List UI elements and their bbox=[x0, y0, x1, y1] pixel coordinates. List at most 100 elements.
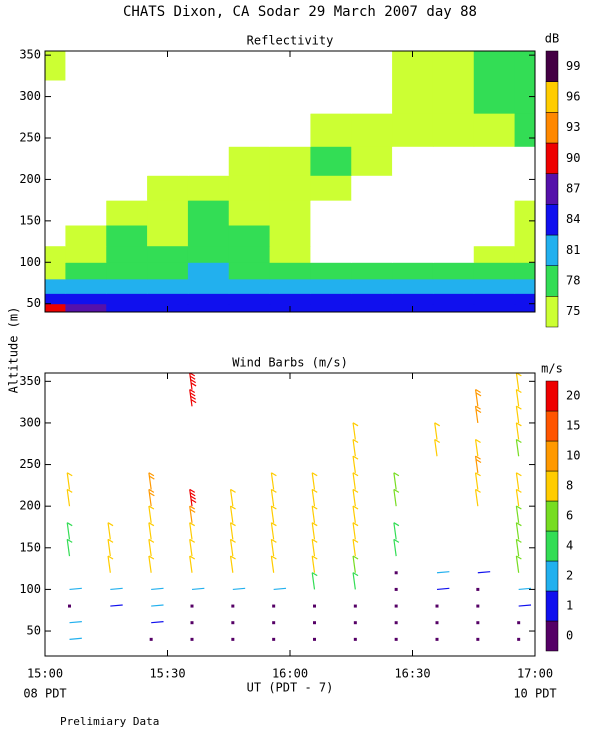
barb-stroke bbox=[230, 555, 236, 560]
contour-cell bbox=[392, 262, 434, 280]
barb-stroke bbox=[107, 539, 111, 557]
barb-stroke bbox=[311, 522, 318, 527]
contour-cell bbox=[106, 245, 148, 263]
barb-stroke bbox=[352, 422, 356, 440]
contour-cell bbox=[65, 200, 107, 226]
colorbar-tick-label: 90 bbox=[566, 151, 580, 165]
barb-stroke bbox=[475, 392, 482, 397]
contour-cell bbox=[392, 113, 434, 147]
barb-stroke bbox=[107, 538, 114, 543]
y-tick-label: 100 bbox=[19, 255, 41, 269]
barb-stroke bbox=[475, 389, 481, 394]
barb-stroke bbox=[311, 472, 316, 490]
barb-stroke bbox=[393, 472, 397, 490]
barb-stroke bbox=[516, 472, 522, 477]
barb-stroke bbox=[393, 538, 400, 543]
x-tick-label: 16:00 bbox=[272, 667, 308, 681]
barb-stroke bbox=[516, 555, 522, 560]
wind-barb bbox=[151, 621, 164, 624]
wind-barb bbox=[474, 405, 482, 424]
y-tick-label: 200 bbox=[19, 172, 41, 186]
wind-barb bbox=[436, 571, 450, 574]
wind-barb bbox=[352, 422, 359, 440]
y-tick-label: 250 bbox=[19, 131, 41, 145]
wind-barb bbox=[229, 538, 236, 557]
contour-cell bbox=[45, 146, 66, 176]
calm-marker bbox=[149, 637, 153, 641]
contour-cell bbox=[392, 175, 434, 201]
contour-cell bbox=[228, 293, 271, 305]
barb-stroke bbox=[393, 488, 400, 493]
colorbar-swatch bbox=[545, 440, 559, 472]
barb-stroke bbox=[110, 604, 123, 607]
calm-marker bbox=[231, 604, 235, 608]
contour-cell bbox=[351, 278, 393, 294]
calm-marker bbox=[313, 604, 316, 608]
barb-stroke bbox=[230, 538, 236, 543]
contour-cell bbox=[65, 303, 107, 313]
barb-stroke bbox=[515, 389, 520, 407]
barb-stroke bbox=[271, 555, 277, 560]
barb-stroke bbox=[189, 489, 193, 507]
barb-stroke bbox=[352, 488, 359, 493]
contour-cell bbox=[228, 225, 271, 247]
wind-barb bbox=[148, 538, 155, 557]
barb-stroke bbox=[148, 522, 155, 527]
calm-marker bbox=[517, 637, 521, 641]
wind-barb bbox=[515, 522, 522, 540]
barb-stroke bbox=[232, 587, 246, 591]
barb-stroke bbox=[434, 439, 438, 457]
contour-cell bbox=[187, 225, 230, 247]
contour-cell bbox=[351, 245, 393, 263]
barb-stroke bbox=[475, 405, 481, 410]
contour-cell bbox=[45, 303, 66, 313]
barb-stroke bbox=[515, 555, 520, 573]
wind-barb bbox=[352, 472, 359, 490]
wind-barb bbox=[352, 488, 359, 507]
contour-cell bbox=[65, 262, 107, 280]
barb-stroke bbox=[516, 422, 522, 427]
wind-barb bbox=[352, 538, 359, 557]
contour-cell bbox=[147, 200, 189, 226]
x-axis-note: 10 PDT bbox=[513, 687, 556, 701]
contour-cell bbox=[432, 293, 475, 305]
wind-barb bbox=[311, 555, 318, 573]
wind-barb bbox=[189, 505, 196, 523]
contour-cell bbox=[432, 278, 475, 294]
barb-stroke bbox=[107, 555, 111, 573]
contour-cell bbox=[187, 80, 230, 114]
barb-stroke bbox=[148, 505, 155, 510]
colorbar-tick-label: 84 bbox=[566, 212, 580, 226]
wind-barb bbox=[66, 472, 73, 490]
wind-barb bbox=[148, 522, 155, 540]
barb-stroke bbox=[189, 488, 196, 493]
contour-cell bbox=[65, 146, 107, 176]
calm-marker bbox=[435, 621, 439, 625]
barb-stroke bbox=[352, 472, 356, 490]
colorbar-tick-label: 87 bbox=[566, 182, 580, 196]
contour-cell bbox=[45, 80, 66, 114]
barb-stroke bbox=[393, 522, 397, 540]
barb-stroke bbox=[352, 439, 356, 457]
wind-barb bbox=[352, 505, 359, 523]
contour-cell bbox=[310, 303, 352, 313]
contour-cell bbox=[65, 278, 107, 294]
barb-stroke bbox=[352, 505, 359, 510]
contour-cell bbox=[228, 262, 271, 280]
wind-barb bbox=[393, 522, 400, 540]
barb-stroke bbox=[151, 587, 164, 591]
barb-stroke bbox=[475, 488, 481, 493]
colorbar-tick-label: 20 bbox=[566, 389, 580, 403]
calm-marker bbox=[476, 637, 480, 641]
wind-barb bbox=[311, 472, 318, 490]
contour-cell bbox=[228, 146, 271, 176]
barb-stroke bbox=[352, 505, 356, 523]
contour-cell bbox=[473, 146, 516, 176]
contour-cell bbox=[473, 200, 516, 226]
colorbar-tick-label: 99 bbox=[566, 59, 580, 73]
contour-cell bbox=[351, 146, 393, 176]
contour-cell bbox=[65, 80, 107, 114]
barb-stroke bbox=[270, 555, 275, 573]
contour-cell bbox=[269, 175, 311, 201]
